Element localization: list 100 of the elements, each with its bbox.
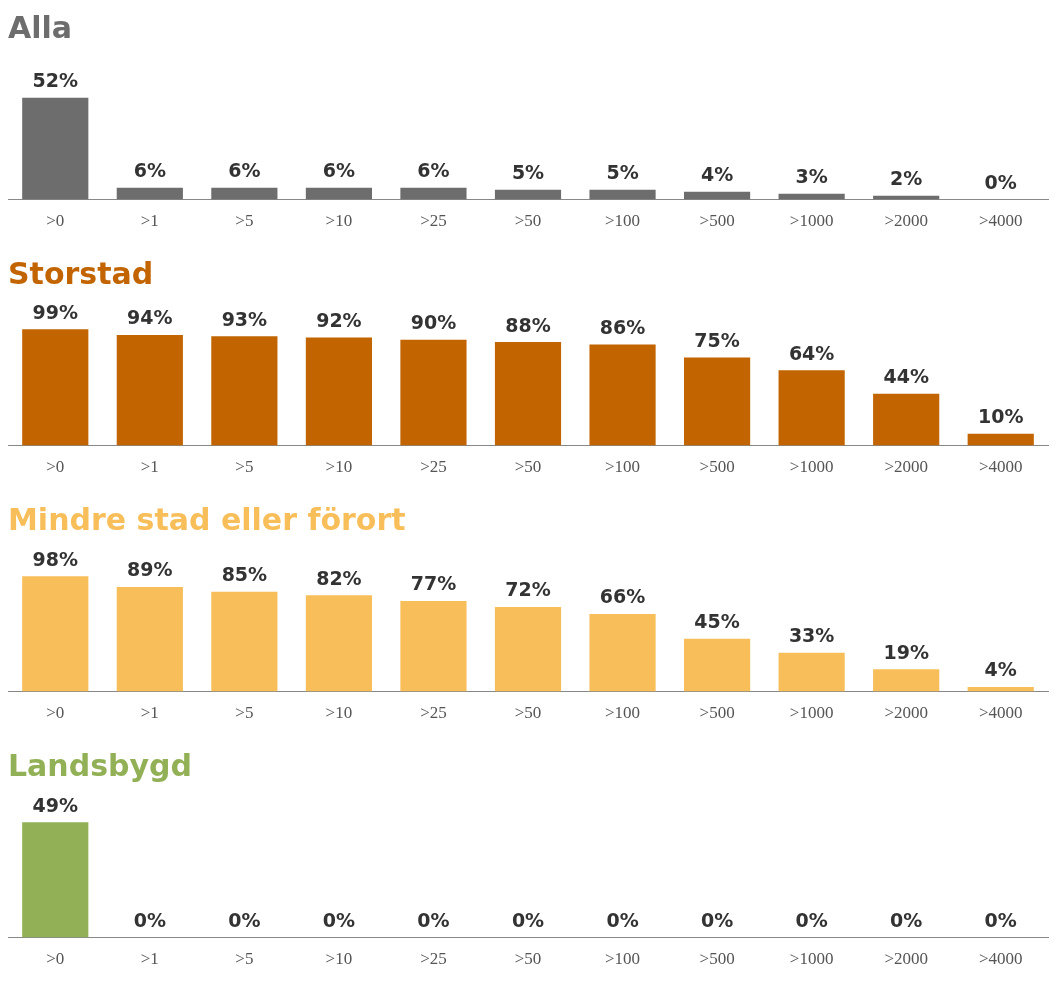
x-tick-label: >50 [514,211,542,231]
x-tick-label: >5 [235,457,254,477]
x-tick-label: >500 [699,457,735,477]
data-label: 52% [32,69,79,92]
x-tick-label: >500 [699,703,735,723]
data-label: 94% [127,306,173,329]
x-tick-label: >500 [699,949,735,969]
bar [873,669,940,692]
bar [211,187,278,200]
x-tick-label: >1000 [789,457,834,477]
data-label: 85% [221,563,268,586]
x-tick-label: >500 [699,211,735,231]
data-label: 0% [322,909,356,932]
data-label: 66% [599,585,646,608]
x-tick-label: >25 [420,703,447,723]
x-tick-label: >4000 [978,949,1023,969]
x-tick-label: >5 [235,703,254,723]
x-tick-label: >10 [325,211,353,231]
x-tick-label: >2000 [884,703,928,723]
data-label: 6% [228,159,261,182]
x-tick-label: >2000 [884,457,928,477]
bar [494,342,562,446]
data-label: 5% [511,161,545,184]
x-tick-label: >50 [514,457,542,477]
bar [589,344,656,446]
x-tick-label: >2000 [884,949,928,969]
data-label: 72% [505,578,551,601]
chart-title: Storstad [8,255,154,291]
x-tick-label: >100 [605,703,641,723]
data-label: 64% [788,341,835,364]
bar [305,595,372,692]
data-label: 6% [322,159,356,182]
bar [778,652,845,692]
bar [494,606,562,692]
x-tick-label: >10 [325,457,353,477]
data-label: 0% [511,909,545,932]
bar [684,638,751,692]
bar [400,339,467,446]
x-tick-label: >4000 [978,703,1023,723]
data-label: 93% [221,307,268,330]
data-label: 4% [700,163,734,186]
data-label: 45% [694,610,740,633]
data-label: 6% [417,159,450,182]
bar [400,601,467,692]
bar [589,189,656,200]
data-label: 77% [410,572,457,595]
data-label: 44% [883,365,929,388]
bar [684,357,751,446]
x-tick-label: >1 [140,703,159,723]
bar [116,335,183,446]
x-tick-label: >1 [140,211,159,231]
data-label: 33% [788,624,835,647]
data-label: 0% [133,909,166,932]
chart-title: Landsbygd [8,747,193,783]
bar [211,336,278,446]
data-label: 6% [133,159,166,182]
data-label: 0% [890,909,923,932]
data-label: 99% [32,300,79,323]
bar [967,433,1034,446]
data-label: 3% [795,165,828,188]
x-tick-label: >1 [140,457,159,477]
data-label: 10% [977,405,1024,428]
data-label: 0% [228,909,261,932]
bar [22,576,89,692]
data-label: 5% [606,161,639,184]
bar [305,187,372,200]
data-label: 49% [32,793,79,816]
bar [400,187,467,200]
x-tick-label: >25 [420,949,447,969]
bar [778,370,845,446]
x-tick-label: >10 [325,949,353,969]
x-tick-label: >1000 [789,949,834,969]
x-tick-label: >0 [46,949,65,969]
data-label: 0% [795,909,828,932]
x-tick-label: >100 [605,211,641,231]
bar [305,337,372,446]
bar [873,393,940,446]
x-tick-label: >25 [420,457,447,477]
x-tick-label: >1000 [789,703,834,723]
data-label: 0% [700,909,734,932]
data-label: 0% [606,909,639,932]
data-label: 92% [316,308,362,331]
data-label: 0% [417,909,450,932]
data-label: 2% [890,167,923,190]
x-tick-label: >0 [46,457,65,477]
bar [22,329,89,446]
data-label: 88% [505,313,551,336]
data-label: 98% [32,547,79,570]
x-tick-label: >4000 [978,457,1023,477]
data-label: 89% [127,558,173,581]
x-tick-label: >5 [235,949,254,969]
bar [22,97,89,200]
x-tick-label: >10 [325,703,353,723]
chart-title: Alla [8,9,73,45]
x-tick-label: >50 [514,703,542,723]
data-label: 90% [410,311,457,334]
data-label: 75% [694,328,740,351]
bar [494,189,562,200]
bar [589,613,656,692]
chart-title: Mindre stad eller förort [8,501,406,537]
